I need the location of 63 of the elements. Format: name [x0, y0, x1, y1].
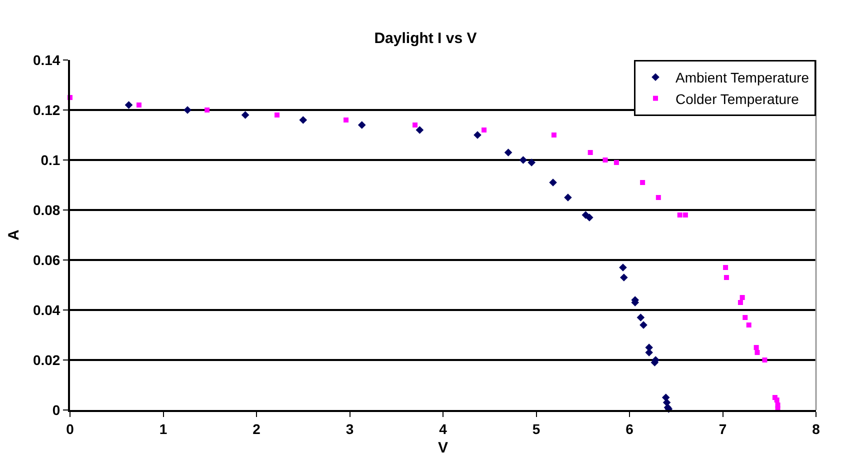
x-tick-label: 7 [718, 420, 727, 437]
point [640, 180, 646, 185]
point [724, 275, 729, 280]
x-tick-label: 1 [159, 420, 168, 437]
point [136, 102, 142, 108]
point [564, 194, 572, 202]
x-tick-label: 8 [812, 420, 820, 437]
point [549, 178, 557, 186]
point [619, 264, 627, 272]
point [602, 158, 608, 162]
x-tick-label: 2 [252, 420, 261, 437]
point [474, 131, 482, 139]
point [482, 128, 487, 132]
x-tick-label: 3 [346, 420, 354, 437]
point [412, 122, 418, 128]
y-tick-label: 0.08 [32, 202, 60, 218]
point [551, 132, 556, 138]
point [344, 118, 349, 122]
point [682, 212, 688, 218]
y-tick-label: 0.04 [32, 302, 60, 318]
y-tick-label: 0.06 [32, 252, 60, 268]
y-tick-label: 0.12 [32, 102, 60, 118]
point [504, 148, 512, 156]
point [620, 274, 628, 282]
point [738, 300, 743, 305]
point [519, 156, 528, 164]
point [774, 398, 780, 402]
y-tick-label: 0 [52, 402, 60, 418]
x-tick-label: 0 [66, 420, 74, 437]
point [358, 121, 366, 129]
point [740, 295, 745, 300]
legend-label: Colder Temperature [676, 90, 800, 107]
point [677, 212, 682, 218]
point [754, 350, 760, 355]
x-axis-title: V [438, 439, 448, 456]
x-tick-label: 6 [626, 420, 634, 437]
point [204, 108, 210, 112]
point [586, 214, 594, 222]
point [299, 116, 308, 124]
y-axis-title: A [6, 229, 23, 240]
point [416, 126, 424, 134]
point [274, 112, 280, 118]
x-tick-label: 4 [439, 420, 448, 437]
y-tick-label: 0.14 [32, 52, 60, 68]
point [124, 101, 133, 109]
point [241, 111, 250, 119]
point [636, 314, 645, 322]
point [762, 358, 768, 362]
y-tick-label: 0.1 [40, 152, 60, 168]
legend-label: Ambient Temperature [676, 70, 810, 86]
point [640, 321, 648, 329]
point [656, 195, 661, 200]
chart-title: Daylight I vs V [374, 30, 477, 48]
point [723, 265, 728, 270]
point [746, 322, 752, 328]
point [528, 158, 536, 166]
point [184, 106, 192, 114]
point [742, 315, 748, 320]
y-tick-label: 0.02 [32, 352, 60, 368]
x-tick-label: 5 [532, 420, 540, 437]
point [754, 345, 759, 350]
point [614, 160, 619, 165]
point [588, 150, 593, 155]
